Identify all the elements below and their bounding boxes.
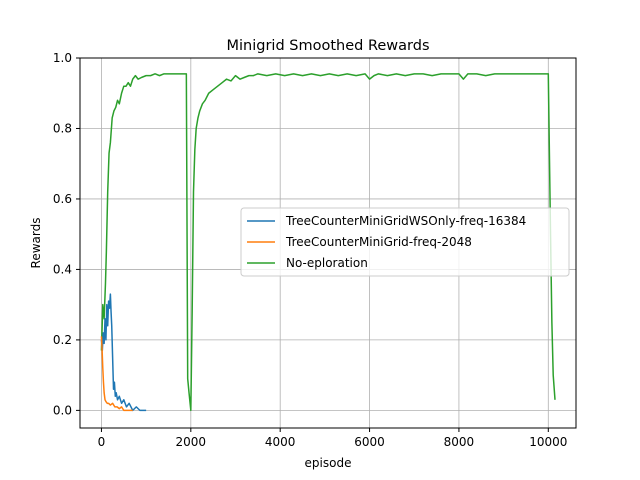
x-tick-label: 0 xyxy=(98,435,106,449)
x-tick-label: 6000 xyxy=(354,435,385,449)
series-line-freq-2048 xyxy=(100,336,133,412)
plot-area-frame xyxy=(79,57,577,429)
legend-label-3: No-eploration xyxy=(286,256,368,270)
x-tick-label: 4000 xyxy=(265,435,296,449)
y-tick-label: 0.6 xyxy=(53,192,72,206)
x-tick-label: 10000 xyxy=(529,435,567,449)
y-axis-ticks: 0.0 0.2 0.4 0.6 0.8 1.0 xyxy=(53,51,80,417)
x-tick-label: 8000 xyxy=(444,435,475,449)
y-tick-label: 0.0 xyxy=(53,403,72,417)
series-line-ws-only-16384 xyxy=(100,293,147,412)
y-tick-label: 0.2 xyxy=(53,333,72,347)
y-axis-label: Rewards xyxy=(29,218,43,269)
series-lines xyxy=(100,73,556,412)
legend-label-1: TreeCounterMiniGridWSOnly-freq-16384 xyxy=(285,214,526,228)
y-tick-label: 1.0 xyxy=(53,51,72,65)
x-axis-ticks: 0 2000 4000 6000 8000 10000 xyxy=(98,428,567,449)
chart-title: Minigrid Smoothed Rewards xyxy=(227,38,430,54)
y-tick-label: 0.4 xyxy=(53,262,72,276)
series-line-no-eploration xyxy=(100,73,556,412)
x-tick-label: 2000 xyxy=(176,435,207,449)
x-axis-label: episode xyxy=(305,456,352,470)
legend-box xyxy=(240,207,570,277)
y-tick-label: 0.8 xyxy=(53,121,72,135)
legend: TreeCounterMiniGridWSOnly-freq-16384 Tre… xyxy=(240,207,570,277)
legend-label-2: TreeCounterMiniGrid-freq-2048 xyxy=(285,235,472,249)
